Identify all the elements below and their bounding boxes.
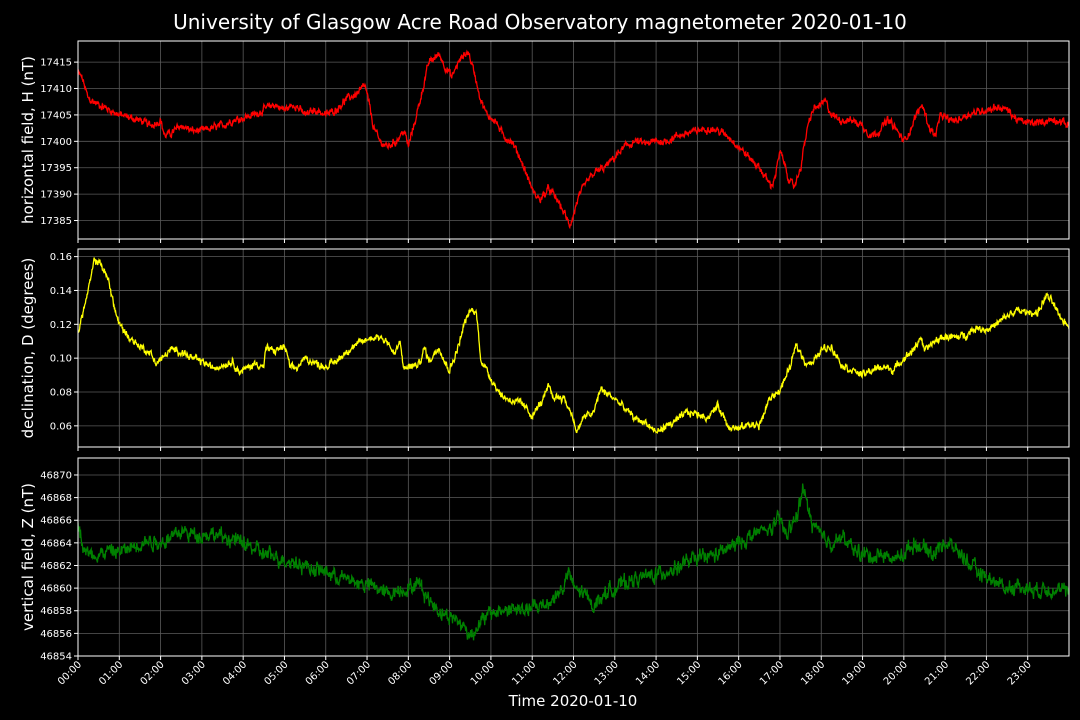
data-series-line [78, 257, 1069, 435]
y-tick-label: 46860 [40, 584, 72, 595]
y-tick-label: 46864 [40, 538, 72, 549]
y-tick-label: 46856 [40, 629, 72, 640]
x-axis-label: Time 2020-01-10 [508, 692, 638, 710]
y-tick-label: 0.12 [50, 320, 72, 331]
plot-frame [77, 40, 1070, 240]
y-tick-label: 46868 [40, 493, 72, 504]
panel-3: 46854 46856 46858 46860 46862 46864 46866 46868… [19, 457, 1070, 663]
y-tick-label: 17410 [40, 84, 72, 95]
y-tick-label: 0.08 [50, 388, 72, 399]
panel-2: 0.06 0.08 0.10 0.12 0.14 0.16 declination, D (… [19, 248, 1070, 451]
y-tick-label: 0.10 [50, 354, 72, 365]
y-tick-label: 17415 [40, 58, 72, 69]
y-tick-label: 46854 [40, 652, 72, 663]
data-series-line [78, 483, 1069, 641]
y-tick-label: 0.06 [50, 421, 72, 432]
y-tick-label: 46862 [40, 561, 72, 572]
plot-frame [77, 248, 1070, 448]
chart-title: University of Glasgow Acre Road Observat… [173, 10, 907, 34]
y-axis-label: horizontal field, H (nT) [19, 56, 37, 224]
plot-frame [77, 457, 1070, 657]
y-tick-label: 46870 [40, 470, 72, 481]
y-tick-label: 17390 [40, 190, 72, 201]
y-axis-label: vertical field, Z (nT) [19, 483, 37, 631]
y-tick-label: 0.14 [50, 286, 72, 297]
data-series-line [78, 49, 1069, 230]
y-tick-label: 46858 [40, 606, 72, 617]
y-tick-label: 17385 [40, 216, 72, 227]
y-tick-label: 17395 [40, 163, 72, 174]
y-tick-label: 17405 [40, 110, 72, 121]
panel-1: 17385 17390 17395 17400 17405 17410 17415horiz… [19, 40, 1070, 243]
y-tick-label: 17400 [40, 137, 72, 148]
y-axis-label: declination, D (degrees) [19, 258, 37, 439]
y-tick-label: 46866 [40, 516, 72, 527]
y-tick-label: 0.16 [50, 252, 72, 263]
